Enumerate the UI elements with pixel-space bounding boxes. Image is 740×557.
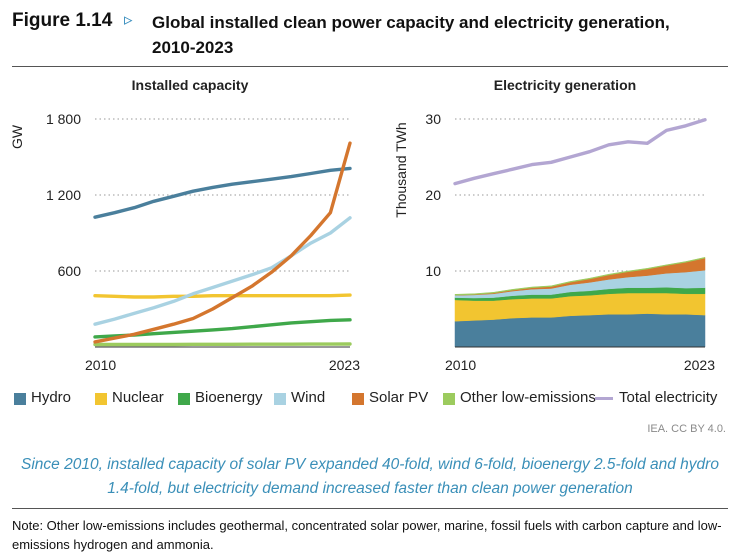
- credit-text: IEA. CC BY 4.0.: [647, 423, 726, 435]
- caption-text: Since 2010, installed capacity of solar …: [21, 456, 719, 497]
- capacity-y-axis-label: GW: [9, 124, 25, 149]
- square-swatch-icon: [352, 393, 364, 405]
- figure-label: Figure 1.14: [12, 10, 113, 31]
- capacity-chart: 600 1 200 1 800 2010 2023 GW: [9, 111, 360, 373]
- legend-label: Solar PV: [369, 389, 429, 406]
- generation-y-axis-label: Thousand TWh: [393, 122, 409, 217]
- series-line-total: [453, 118, 707, 186]
- square-swatch-icon: [443, 393, 455, 405]
- square-swatch-icon: [274, 393, 286, 405]
- capacity-chart-title: Installed capacity: [131, 77, 249, 93]
- series-line-other: [93, 342, 352, 347]
- capacity-ytick-label: 1 800: [46, 111, 81, 127]
- figure-arrow-icon: ▹: [124, 10, 133, 29]
- legend-label: Other low-emissions: [460, 389, 596, 406]
- capacity-xtick-label: 2023: [329, 357, 360, 373]
- legend: Hydro Nuclear Bioenergy Wind Solar PV Other l…: [14, 388, 734, 410]
- generation-chart-title: Electricity generation: [493, 77, 637, 93]
- note-divider: [12, 508, 728, 509]
- note-text: Note: Other low-emissions includes geoth…: [12, 518, 722, 552]
- square-swatch-icon: [95, 393, 107, 405]
- square-swatch-icon: [14, 393, 26, 405]
- generation-xtick-label: 2023: [684, 357, 715, 373]
- generation-ytick-label: 30: [425, 111, 441, 127]
- figure-title: Global installed clean power capacity an…: [152, 13, 670, 57]
- legend-label: Bioenergy: [195, 389, 263, 406]
- legend-label: Nuclear: [112, 389, 164, 406]
- generation-xtick-label: 2010: [445, 357, 476, 373]
- generation-ytick-label: 20: [425, 187, 441, 203]
- capacity-ytick-label: 600: [58, 263, 82, 279]
- line-swatch-icon: [595, 397, 613, 400]
- series-area-other: [454, 256, 706, 296]
- header-divider: [12, 66, 728, 67]
- series-line-wind: [93, 216, 352, 326]
- square-swatch-icon: [178, 393, 190, 405]
- generation-chart: 10 20 30 2010 2023 Thousand TWh: [393, 111, 715, 373]
- legend-label: Wind: [291, 389, 326, 406]
- legend-label: Hydro: [31, 389, 72, 406]
- generation-ytick-label: 10: [425, 263, 441, 279]
- series-line-solar-pv: [93, 141, 352, 344]
- capacity-xtick-label: 2010: [85, 357, 116, 373]
- legend-label: Total electricity: [619, 389, 718, 406]
- series-line-hydro: [93, 166, 352, 219]
- capacity-ytick-label: 1 200: [46, 187, 81, 203]
- series-line-nuclear: [93, 293, 352, 299]
